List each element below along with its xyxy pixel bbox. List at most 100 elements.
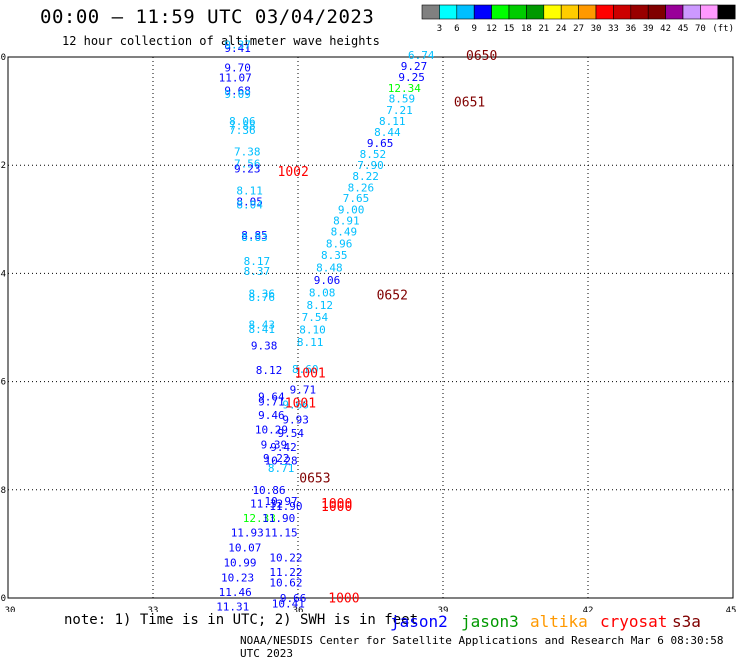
wave-height-label: 8.12 (256, 364, 283, 377)
x-tick-label: 33 (148, 606, 159, 612)
wave-height-label: 9.22 (263, 452, 290, 465)
wave-height-label: 9.38 (251, 339, 278, 352)
wave-height-label: 9.66 (280, 592, 307, 605)
wave-height-label: 9.23 (234, 162, 261, 175)
wave-height-label: 9.93 (282, 413, 309, 426)
wave-height-label: 8.08 (309, 286, 336, 299)
satellite-legend-jason3: jason3 (461, 612, 519, 631)
scale-tick-label: 36 (625, 24, 636, 34)
altimeter-map: 303336394245-40-42-44-46-48-506.749.279.… (0, 39, 737, 612)
wave-height-label: 9.00 (338, 204, 365, 217)
wave-height-label: 9.65 (367, 137, 394, 150)
y-tick-label: -42 (0, 161, 6, 171)
pass-time-label: 0653 (299, 471, 330, 486)
wave-height-label: 8.43 (249, 318, 276, 331)
scale-tick-label: 24 (556, 24, 567, 34)
wave-height-label: 10.99 (223, 556, 256, 569)
wave-height-label: 8.44 (374, 126, 401, 139)
wave-height-label: 10.28 (265, 455, 298, 468)
wave-height-label: 11.07 (219, 72, 252, 85)
scale-tick-label: 42 (660, 24, 671, 34)
wave-height-label: 11.15 (265, 527, 298, 540)
x-tick-label: 36 (293, 606, 304, 612)
y-tick-label: -46 (0, 378, 6, 388)
y-tick-label: -40 (0, 53, 6, 63)
pass-time-label: 1001 (285, 397, 316, 412)
map-frame (7, 56, 734, 599)
wave-height-label: 10.22 (269, 551, 302, 564)
wave-height-label: 9.70 (224, 61, 251, 74)
scale-tick-label: 27 (573, 24, 584, 34)
pass-time-label: 1000 (321, 497, 352, 512)
wave-height-label: 8.11 (379, 115, 406, 128)
wave-height-label: 11.90 (262, 512, 295, 525)
wave-height-label: 8.91 (333, 214, 360, 227)
wave-height-label: 8.36 (249, 287, 276, 300)
scale-tick-label: 3 (437, 24, 442, 34)
wave-height-label: 9.71 (258, 396, 285, 409)
credit-line: NOAA/NESDIS Center for Satellite Applica… (240, 634, 724, 660)
wave-height-label: 7.88 (229, 120, 256, 133)
satellite-legend-s3a: s3a (672, 612, 701, 631)
wave-height-label: 9.37 (224, 39, 251, 52)
wave-height-label: 9.64 (258, 391, 285, 404)
wave-height-label: 8.12 (307, 299, 334, 312)
scale-swatch (717, 4, 736, 20)
wave-height-label: 8.26 (348, 181, 375, 194)
scale-tick-label: 18 (521, 24, 532, 34)
wave-height-label: 8.71 (268, 462, 295, 475)
wave-height-label: 8.05 (236, 195, 263, 208)
map-subtitle: 12 hour collection of altimeter wave hei… (62, 34, 380, 48)
wave-height-label: 9.54 (278, 427, 305, 440)
wave-height-label: 11.32 (250, 497, 283, 510)
y-tick-label: -50 (0, 594, 6, 604)
wave-height-label: 11.31 (216, 601, 249, 612)
wave-height-label: 9.09 (224, 88, 251, 101)
wave-height-label: 7.65 (343, 192, 370, 205)
wave-height-label: 10.86 (252, 484, 285, 497)
wave-height-label: 8.04 (236, 199, 263, 212)
x-tick-label: 30 (5, 606, 16, 612)
wave-height-label: 11.93 (231, 527, 264, 540)
scale-unit: (ft) (712, 24, 734, 34)
wave-height-label: 9.39 (261, 438, 288, 451)
wave-height-label: 8.22 (352, 170, 379, 183)
x-tick-label: 39 (438, 606, 449, 612)
wave-height-label: 8.06 (229, 115, 256, 128)
wave-height-label: 7.21 (386, 104, 413, 117)
x-tick-label: 45 (726, 606, 737, 612)
wave-height-label: 9.41 (224, 42, 251, 55)
wave-height-label: 7.56 (234, 158, 261, 171)
wave-height-label: 8.35 (321, 249, 348, 262)
scale-tick-label: 12 (486, 24, 497, 34)
scale-tick-label: 30 (591, 24, 602, 34)
wave-height-label: 10.23 (221, 571, 254, 584)
wave-height-label: 7.90 (357, 159, 384, 172)
scale-tick-label: 70 (695, 24, 706, 34)
wave-height-label: 9.25 (398, 71, 425, 84)
wave-height-label: 8.52 (360, 148, 387, 161)
wave-height-label: 10.07 (228, 542, 261, 555)
wave-height-label: 8.96 (326, 238, 353, 251)
satellite-legend-altika: altika (530, 612, 588, 631)
wave-height-label: 10.29 (255, 424, 288, 437)
pass-time-label: 1001 (294, 366, 325, 381)
wave-height-label: 8.11 (236, 185, 263, 198)
scale-tick-label: 39 (643, 24, 654, 34)
wave-height-label: 9.42 (270, 441, 297, 454)
wave-height-label: 9.27 (401, 60, 428, 73)
pass-time-label: 0651 (454, 95, 485, 110)
scale-tick-label: 9 (471, 24, 476, 34)
wave-height-label: 7.54 (302, 311, 329, 324)
scale-tick-label: 6 (454, 24, 459, 34)
wave-height-label: 8.76 (249, 291, 276, 304)
wave-height-label: 8.41 (249, 323, 276, 336)
wave-height-label: 8.10 (299, 324, 326, 337)
wave-height-label: 8.59 (389, 93, 416, 106)
wave-height-label: 11.46 (219, 586, 252, 599)
pass-time-label: 1000 (328, 591, 359, 606)
pass-time-label: 0650 (466, 49, 497, 64)
wave-height-label: 7.36 (229, 124, 256, 137)
pass-time-label: 0652 (377, 288, 408, 303)
wave-height-label: 11.22 (269, 566, 302, 579)
